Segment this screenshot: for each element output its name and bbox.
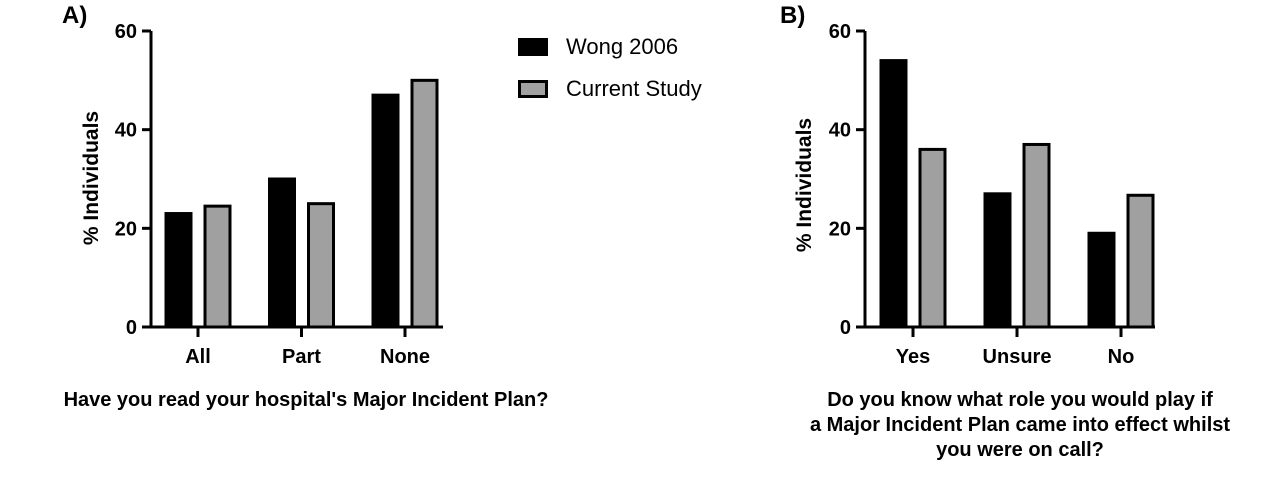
- legend-label-wong-2006: Wong 2006: [566, 34, 679, 59]
- legend-item-wong-2006: Wong 2006: [518, 34, 702, 60]
- legend-swatch-current-study: [518, 80, 548, 98]
- question-b-line-1: Do you know what role you would play if: [827, 389, 1213, 411]
- question-b: Do you know what role you would play if …: [760, 388, 1280, 463]
- bar-current-study-unsure: [1022, 142, 1051, 329]
- bar-current-study-no: [1126, 193, 1155, 329]
- legend-item-current-study: Current Study: [518, 76, 702, 102]
- y-tick-label: 40: [829, 120, 851, 142]
- bar-current-study-all: [203, 204, 232, 329]
- y-axis-title: % Individuals: [80, 111, 103, 245]
- question-a: Have you read your hospital's Major Inci…: [0, 388, 612, 413]
- bar-wong-2006-unsure: [983, 192, 1012, 329]
- legend-swatch-wong-2006: [518, 38, 548, 56]
- x-tick-label-no: No: [1108, 346, 1135, 368]
- panel-a-label: A): [62, 2, 88, 29]
- x-tick-label-yes: Yes: [896, 346, 930, 368]
- x-tick-label-none: None: [380, 346, 430, 368]
- y-tick-label: 20: [115, 218, 137, 240]
- bar-wong-2006-none: [371, 93, 400, 329]
- chart-b: 0 20 40 60 % Individuals Yes Unsure No: [793, 21, 1155, 368]
- x-tick-label-unsure: Unsure: [983, 346, 1052, 368]
- y-tick-label: 0: [840, 317, 851, 339]
- y-tick-label: 20: [829, 218, 851, 240]
- bar-current-study-part: [307, 202, 335, 329]
- bar-current-study-yes: [918, 147, 947, 329]
- legend: Wong 2006 Current Study: [518, 34, 702, 118]
- x-tick-label-all: All: [185, 346, 211, 368]
- bar-wong-2006-part: [268, 177, 296, 329]
- legend-label-current-study: Current Study: [566, 76, 702, 101]
- y-tick-label: 40: [115, 120, 137, 142]
- question-b-line-3: you were on call?: [936, 439, 1104, 461]
- bar-wong-2006-no: [1087, 231, 1116, 329]
- question-b-line-2: a Major Incident Plan came into effect w…: [809, 414, 1231, 436]
- bar-wong-2006-all: [164, 212, 193, 329]
- y-axis-title: % Individuals: [793, 118, 816, 252]
- bar-wong-2006-yes: [879, 59, 908, 329]
- y-tick-label: 60: [115, 21, 137, 43]
- bar-current-study-none: [410, 78, 439, 329]
- y-tick-label: 0: [126, 317, 137, 339]
- panel-b-label: B): [780, 2, 806, 29]
- y-tick-label: 60: [829, 21, 851, 43]
- chart-a: 0 20 40 60 % Individuals All Part None: [80, 21, 443, 368]
- question-a-line: Have you read your hospital's Major Inci…: [63, 389, 549, 411]
- x-tick-label-part: Part: [282, 346, 321, 368]
